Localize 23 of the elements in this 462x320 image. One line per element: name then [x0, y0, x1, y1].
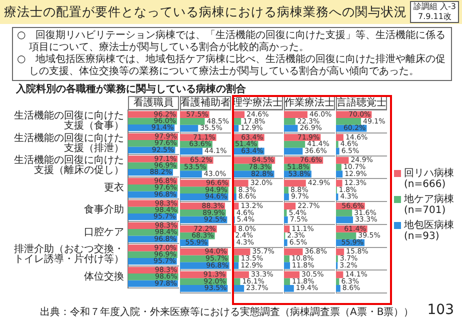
text: 診調組 入-3 — [413, 2, 456, 12]
y-tick-label: 体位交換 — [84, 270, 124, 282]
chart-title: 看護職員 — [134, 96, 174, 109]
legend-label: 回リハ病棟(n=666) — [404, 168, 455, 190]
y-tick-label: 生活機能の回復に向けた支援（食事） — [14, 110, 124, 132]
y-tick-label: 生活機能の回復に向けた支援（離床の促し） — [14, 154, 124, 176]
source-note: 出典：令和７年度入院・外来医療等における実態調査（病棟調査票（A票・B票）） — [40, 306, 414, 319]
y-tick-label: 生活機能の回復に向けた支援（排泄） — [14, 132, 124, 154]
y-tick-label: 排泄介助（おむつ交換・トイレ誘導・片付け等） — [14, 243, 124, 266]
text: 7.9.11改 — [417, 12, 452, 22]
text: ○ 回復期リハビリテーション病棟では、「生活機能の回復に向けた支援」等、生活機能に係る項目について、療法士が関与している割合が比較的高かった。 — [17, 30, 447, 54]
legend-label: 地ケア病棟 (n=701) — [404, 194, 455, 216]
y-tick-label: 更衣 — [104, 181, 124, 194]
chart-title: 作業療法士 — [284, 96, 334, 109]
text: ○ 地域包括医療病棟では、地域包括ケア病棟に比べ、生活機能の回復に向けた排泄や離床の促しの支援、体位交換等の業務について療法士が関与している割合が高い傾向であった。 — [17, 54, 447, 78]
y-tick-label: 食事介助 — [84, 204, 124, 216]
chart-title: 看護補助者 — [180, 96, 230, 109]
text: 療法士の配置が要件となっている病棟における病棟業務への関与状況 — [4, 4, 407, 21]
y-tick-label: 口腔ケア — [84, 226, 124, 238]
chart-subtitle: 入院料別の各職種が業務に関与している病棟の割合 — [16, 82, 246, 96]
chart-title: 言語聴覚士 — [336, 96, 386, 109]
text: 103 — [427, 302, 454, 318]
legend-label: 地包医病棟 (n=93) — [404, 220, 455, 242]
